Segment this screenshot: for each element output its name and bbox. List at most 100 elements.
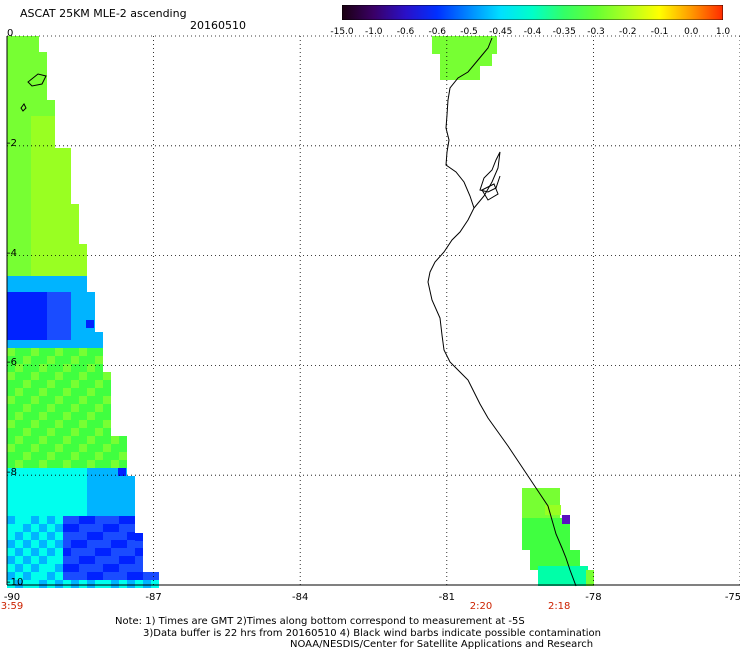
swath-cell	[586, 570, 594, 586]
swath-cell	[55, 556, 63, 564]
swath-cell	[7, 284, 15, 292]
swath-cell	[7, 228, 15, 236]
swath-cell	[55, 268, 63, 276]
swath-cell	[23, 492, 31, 500]
swath-cell	[87, 380, 95, 388]
swath-cell	[103, 500, 111, 508]
swath-cell	[95, 428, 103, 436]
swath-cell	[39, 60, 47, 68]
swath-cell	[31, 196, 39, 204]
swath-cell	[63, 580, 71, 588]
colorbar-tick-label: -0.2	[618, 27, 637, 37]
swath-cell	[15, 324, 23, 332]
swath-cell	[87, 292, 95, 300]
swath-cell	[23, 460, 31, 468]
swath-cell	[15, 204, 23, 212]
swath-cell	[39, 276, 47, 284]
swath-cell	[55, 332, 63, 340]
swath-cell	[39, 380, 47, 388]
swath-cell	[87, 332, 95, 340]
swath-cell	[55, 276, 63, 284]
swath-cell	[63, 340, 71, 348]
swath-cell	[79, 268, 87, 276]
swath-cell	[39, 308, 47, 316]
swath-cell	[31, 508, 39, 516]
swath-cell	[119, 540, 127, 548]
swath-cell	[71, 484, 79, 492]
swath-cell	[31, 484, 39, 492]
swath-cell	[103, 404, 111, 412]
swath-cell	[39, 132, 47, 140]
swath-cell	[7, 380, 15, 388]
latitude-tick-label: -6	[7, 357, 17, 369]
swath-cell	[55, 532, 63, 540]
swath-cell	[47, 116, 55, 124]
swath-cell	[63, 484, 71, 492]
swath-cell	[87, 572, 95, 580]
swath-cell	[87, 540, 95, 548]
swath-cell	[7, 348, 15, 356]
swath-cell	[135, 548, 143, 556]
swath-cell	[86, 320, 94, 328]
swath-cell	[95, 452, 103, 460]
swath-cell	[39, 260, 47, 268]
swath-cell	[87, 532, 95, 540]
swath-cell	[23, 36, 31, 44]
swath-cell	[15, 268, 23, 276]
swath-cell	[7, 100, 15, 108]
swath-cell	[39, 428, 47, 436]
swath-cell	[39, 484, 47, 492]
swath-cell	[23, 444, 31, 452]
swath-cell	[31, 380, 39, 388]
swath-cell	[79, 572, 87, 580]
swath-cell	[71, 268, 79, 276]
swath-cell	[47, 508, 55, 516]
swath-cell	[31, 308, 39, 316]
swath-cell	[15, 388, 23, 396]
swath-cell	[119, 532, 127, 540]
swath-cell	[55, 428, 63, 436]
swath-cell	[39, 148, 47, 156]
swath-cell	[7, 220, 15, 228]
swath-cell	[71, 212, 79, 220]
swath-cell	[31, 324, 39, 332]
swath-cell	[95, 420, 103, 428]
swath-cell	[47, 388, 55, 396]
swath-cell	[103, 468, 111, 476]
swath-cell	[95, 348, 103, 356]
swath-cell	[7, 404, 15, 412]
swath-cell	[31, 284, 39, 292]
swath-cell	[47, 244, 55, 252]
swath-cell	[47, 564, 55, 572]
swath-cell	[111, 572, 119, 580]
swath-cell	[79, 292, 87, 300]
swath-cell	[39, 524, 47, 532]
swath-cell	[127, 564, 135, 572]
swath-cell	[87, 348, 95, 356]
swath-cell	[79, 452, 87, 460]
longitude-tick-label: -90	[3, 592, 21, 603]
swath-cell	[95, 436, 103, 444]
swath-cell	[7, 332, 15, 340]
swath-cell	[71, 452, 79, 460]
swath-cell	[39, 580, 47, 588]
swath-cell	[63, 164, 71, 172]
swath-cell	[63, 380, 71, 388]
swath-cell	[47, 340, 55, 348]
swath-cell	[63, 412, 71, 420]
swath-cell	[87, 492, 95, 500]
swath-cell	[23, 380, 31, 388]
swath-cell	[119, 444, 127, 452]
swath-cell	[79, 332, 87, 340]
swath-cell	[47, 372, 55, 380]
swath-cell	[15, 508, 23, 516]
swath-cell	[87, 308, 95, 316]
coastline	[20, 37, 577, 587]
swath-cell	[103, 452, 111, 460]
swath-cell	[47, 412, 55, 420]
swath-cell	[23, 564, 31, 572]
swath-cell	[7, 572, 15, 580]
swath-cell	[47, 332, 55, 340]
swath-cell	[31, 148, 39, 156]
